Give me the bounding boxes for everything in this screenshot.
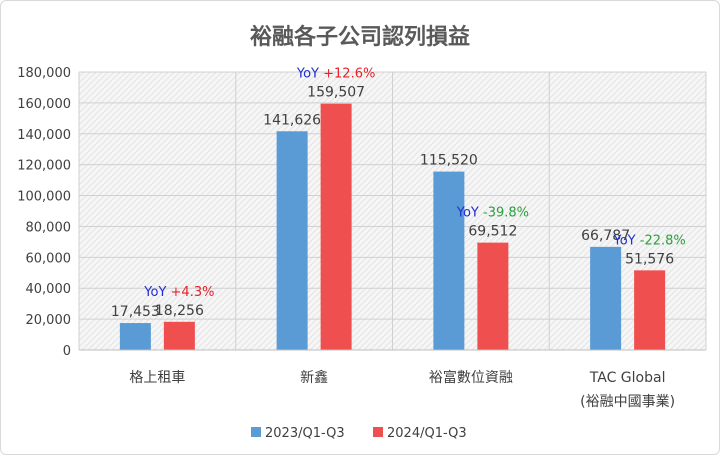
yoy-annotation: YoY -39.8%	[456, 206, 529, 221]
legend-swatch	[373, 427, 383, 437]
y-tick-label: 100,000	[17, 190, 71, 205]
yoy-annotation: YoY -22.8%	[613, 233, 686, 248]
y-tick-label: 180,000	[17, 66, 71, 81]
bar[interactable]	[590, 246, 622, 350]
x-tick-label: 裕富數位資融	[429, 369, 513, 386]
data-label: 17,453	[111, 304, 160, 320]
y-tick-label: 120,000	[17, 159, 71, 174]
bar[interactable]	[276, 131, 308, 350]
data-label: 141,626	[263, 112, 321, 128]
data-label: 51,576	[625, 251, 674, 267]
data-label: 66,787	[581, 228, 630, 244]
legend: 2023/Q1-Q3 2024/Q1-Q3	[251, 426, 467, 441]
x-tick-label: 格上租車	[129, 369, 185, 386]
x-tick-label: TAC Global	[589, 370, 666, 386]
bar[interactable]	[119, 323, 151, 350]
y-tick-label: 40,000	[26, 282, 72, 297]
legend-swatch	[251, 427, 261, 437]
y-tick-label: 60,000	[26, 251, 72, 266]
bar[interactable]	[433, 171, 465, 350]
yoy-annotation: YoY +4.3%	[143, 285, 214, 300]
yoy-annotation: YoY +12.6%	[296, 67, 375, 82]
chart-title: 裕融各子公司認列損益	[250, 24, 470, 50]
bar[interactable]	[477, 242, 509, 350]
bar[interactable]	[163, 321, 195, 350]
legend-label: 2024/Q1-Q3	[387, 426, 467, 441]
y-tick-label: 0	[63, 344, 71, 359]
data-label: 115,520	[420, 153, 478, 169]
y-tick-label: 80,000	[26, 220, 72, 235]
x-tick-sublabel: (裕融中國事業)	[580, 394, 675, 410]
data-label: 18,256	[155, 303, 204, 319]
y-tick-label: 140,000	[17, 128, 71, 143]
data-label: 69,512	[468, 224, 517, 240]
legend-label: 2023/Q1-Q3	[265, 426, 345, 441]
data-label: 159,507	[307, 85, 365, 101]
y-tick-label: 160,000	[17, 97, 71, 112]
bar[interactable]	[320, 103, 352, 350]
plot-area: 0 20,000 40,000 60,000 80,000 100,000 120,000 1…	[17, 66, 707, 410]
y-tick-label: 20,000	[26, 313, 72, 328]
x-tick-label: 新鑫	[300, 369, 328, 386]
bar[interactable]	[634, 270, 666, 350]
